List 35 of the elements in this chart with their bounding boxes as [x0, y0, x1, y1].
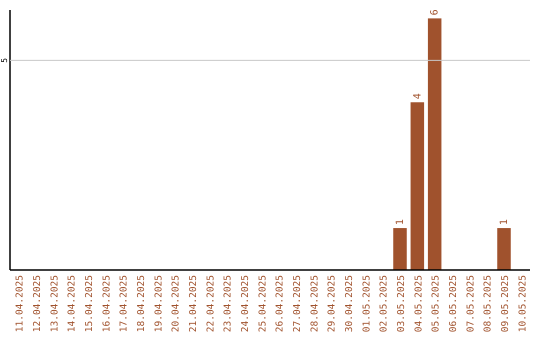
x-tick-label: 06.05.2025 [448, 275, 459, 332]
x-tick-label: 11.04.2025 [14, 275, 26, 332]
x-tick-label: 01.05.2025 [361, 275, 372, 332]
x-tick-label: 27.04.2025 [292, 275, 303, 332]
x-tick-label: 30.04.2025 [344, 275, 355, 332]
x-tick-label: 15.04.2025 [84, 275, 95, 332]
x-tick-label: 08.05.2025 [482, 275, 494, 332]
x-tick-label: 29.04.2025 [326, 275, 338, 332]
data-label: 1 [395, 219, 406, 226]
x-tick-label: 07.05.2025 [465, 275, 476, 332]
ref-line-label: 5 [0, 58, 9, 63]
x-tick-label: 19.04.2025 [153, 275, 164, 332]
x-tick-label: 17.04.2025 [118, 275, 130, 332]
x-tick-label: 22.04.2025 [205, 275, 216, 332]
x-tick-label: 24.04.2025 [240, 275, 251, 332]
x-tick-label: 03.05.2025 [396, 275, 407, 332]
x-tick-label: 26.04.2025 [274, 275, 286, 332]
data-label: 1 [499, 219, 510, 226]
x-tick-label: 28.04.2025 [309, 275, 320, 332]
x-tick-label: 13.04.2025 [49, 275, 60, 332]
data-label: 4 [412, 93, 424, 100]
x-tick-label: 16.04.2025 [101, 275, 112, 332]
x-tick-label: 04.05.2025 [413, 275, 424, 332]
x-tick-label: 21.04.2025 [188, 275, 199, 332]
x-tick-label: 09.05.2025 [500, 275, 511, 332]
x-tick-label: 02.05.2025 [378, 275, 390, 332]
x-tick-label: 05.05.2025 [430, 275, 442, 332]
x-tick-label: 12.04.2025 [32, 275, 43, 332]
x-tick-label: 18.04.2025 [136, 275, 147, 332]
x-tick-label: 23.04.2025 [222, 275, 234, 332]
x-tick-label: 20.04.2025 [170, 275, 182, 332]
x-tick-label: 10.05.2025 [517, 275, 528, 332]
x-tick-label: 25.04.2025 [257, 275, 268, 332]
x-tick-label: 14.04.2025 [66, 275, 78, 332]
data-label: 6 [430, 9, 441, 16]
